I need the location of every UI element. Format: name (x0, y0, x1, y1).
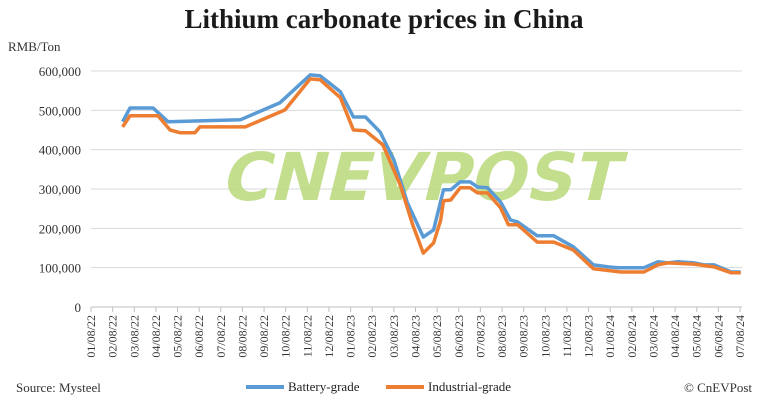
x-tick-label: 06/08/23 (452, 315, 466, 358)
x-tick-label: 09/08/22 (257, 315, 271, 358)
x-tick-label: 10/08/22 (279, 315, 293, 358)
y-tick-label: 400,000 (39, 143, 81, 158)
x-tick-label: 12/08/23 (582, 315, 596, 358)
x-tick-label: 12/08/22 (322, 315, 336, 358)
legend-item-industrial: Industrial-grade (386, 379, 511, 395)
x-tick-label: 03/08/24 (646, 315, 660, 358)
x-tick-label: 02/08/22 (106, 315, 120, 358)
x-tick-label: 02/08/24 (625, 315, 639, 358)
y-tick-label: 300,000 (39, 182, 81, 197)
y-tick-label: 100,000 (39, 261, 81, 276)
legend-label: Battery-grade (288, 379, 360, 394)
credit-note: © CnEVPost (683, 380, 752, 395)
legend-swatch (386, 385, 424, 389)
x-tick-label: 05/08/22 (171, 315, 185, 358)
legend-item-battery: Battery-grade (246, 379, 359, 395)
x-tick-label: 07/08/23 (473, 315, 487, 358)
x-tick-label: 02/08/23 (365, 315, 379, 358)
x-tick-label: 01/08/24 (603, 315, 617, 358)
x-tick-label: 05/08/23 (430, 315, 444, 358)
x-tick-label: 01/08/23 (344, 315, 358, 358)
x-tick-label: 04/08/24 (668, 315, 682, 358)
x-tick-label: 04/08/22 (149, 315, 163, 358)
legend-swatch (246, 385, 284, 389)
x-tick-label: 11/08/23 (560, 315, 574, 357)
x-tick-label: 08/08/23 (495, 315, 509, 358)
x-tick-label: 08/08/22 (235, 315, 249, 358)
y-tick-label: 500,000 (39, 103, 81, 118)
x-tick-label: 06/08/22 (192, 315, 206, 358)
x-tick-label: 06/08/24 (711, 315, 725, 358)
x-tick-label: 09/08/23 (517, 315, 531, 358)
chart-title: Lithium carbonate prices in China (184, 4, 584, 34)
x-tick-label: 01/08/22 (84, 315, 98, 358)
x-tick-label: 04/08/23 (409, 315, 423, 358)
y-tick-label: 0 (75, 300, 82, 315)
legend-label: Industrial-grade (428, 379, 512, 394)
x-tick-label: 07/08/22 (214, 315, 228, 358)
x-tick-label: 10/08/23 (538, 315, 552, 358)
y-axis-label: RMB/Ton (8, 39, 61, 54)
x-tick-label: 03/08/22 (127, 315, 141, 358)
watermark-logo: CNEVPOST (216, 139, 632, 216)
series-line-industrial-grade (121, 77, 741, 275)
x-tick-label: 03/08/23 (387, 315, 401, 358)
y-tick-label: 600,000 (39, 64, 81, 79)
y-tick-label: 200,000 (39, 221, 81, 236)
x-tick-label: 05/08/24 (690, 315, 704, 358)
source-note: Source: Mysteel (16, 380, 101, 395)
x-tick-label: 07/08/24 (733, 315, 747, 358)
x-tick-label: 11/08/22 (300, 315, 314, 357)
